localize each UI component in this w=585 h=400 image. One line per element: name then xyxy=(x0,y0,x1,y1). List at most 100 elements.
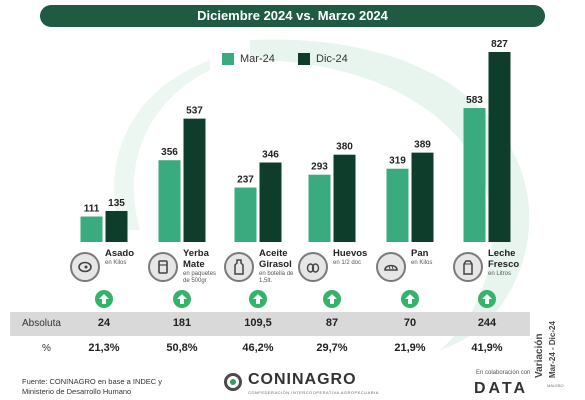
data-label: 346 xyxy=(262,150,279,161)
percent-row-label: % xyxy=(42,343,51,354)
category-unit-line: en paquetes xyxy=(183,271,217,277)
category-unit: en Kilos xyxy=(105,260,126,267)
absolute-row-label: Absoluta xyxy=(22,318,61,329)
category-name: Pan xyxy=(411,248,428,259)
data-label: 389 xyxy=(414,140,431,151)
data-label: 319 xyxy=(389,156,406,167)
category-unit-line: de 500gr xyxy=(183,278,207,284)
category-unit-line: 1,5lt. xyxy=(259,278,273,284)
coninagro-logo: CONINAGRO xyxy=(248,371,357,388)
legend-item-mar24: Mar-24 xyxy=(222,52,275,66)
data-label: 111 xyxy=(84,203,100,214)
coninagro-logo-subtitle: CONFEDERACIÓN INTERCOOPERATIVA AGROPECUA… xyxy=(248,390,379,395)
up-arrow-icon xyxy=(401,290,419,308)
data-label: 135 xyxy=(108,198,125,209)
bar-aceite-girasol-mar24 xyxy=(234,187,257,242)
percent-variation-value: 29,7% xyxy=(316,342,348,354)
side-label-line2: Mar-24 - Dic-24 xyxy=(548,321,557,378)
source-line-1: Fuente: CONINAGRO en base a INDEC y xyxy=(22,377,163,386)
category-name: Huevos xyxy=(333,248,367,259)
up-arrow-icon xyxy=(249,290,267,308)
category-name: Leche Fresco xyxy=(488,248,519,270)
legend-item-dic24: Dic-24 xyxy=(298,52,348,66)
bar-huevos-mar24 xyxy=(308,174,331,242)
bar-pan-mar24 xyxy=(386,168,409,242)
category-name-line: Mate xyxy=(183,259,205,270)
bar-pan-dic24 xyxy=(411,152,434,242)
data-label: 827 xyxy=(491,39,508,50)
data-label: 293 xyxy=(311,162,328,173)
category-name: Yerba Mate xyxy=(183,248,209,270)
percent-variation-value: 21,3% xyxy=(88,342,120,354)
category-unit: en 1/2 doc xyxy=(333,260,361,267)
category-unit-line: en Litros xyxy=(488,271,512,277)
absolute-variation-value: 244 xyxy=(477,317,497,329)
chart-title: Diciembre 2024 vs. Marzo 2024 xyxy=(40,5,545,27)
percent-variation-value: 46,2% xyxy=(242,342,274,354)
source-line-2: Ministerio de Desarrollo Humano xyxy=(22,387,132,396)
up-arrow-icon xyxy=(478,290,496,308)
category-name-line: Aceite xyxy=(259,248,288,259)
variation-side-label: Variación Mar-24 - Dic-24 xyxy=(534,321,557,378)
data-logo: DATA xyxy=(474,380,529,397)
bar-chart: 111 135 356 537 237 346 293 380 319 389 583 827 xyxy=(80,39,511,242)
category-unit-line: en Kilos xyxy=(105,260,127,266)
up-arrow-icon xyxy=(323,290,341,308)
category-unit: en botella de 1,5lt. xyxy=(259,271,293,285)
absolute-variation-band xyxy=(10,312,530,336)
bar-yerba-mate-dic24 xyxy=(183,118,206,242)
bar-leche-fresco-dic24 xyxy=(488,52,511,242)
data-label: 237 xyxy=(237,175,254,186)
bar-huevos-dic24 xyxy=(333,154,356,242)
legend-label-dic24: Dic-24 xyxy=(316,53,348,65)
category-unit: en Kilos xyxy=(411,260,432,267)
category-unit: en paquetes de 500gr xyxy=(183,271,216,285)
oil-bottle-icon xyxy=(224,252,254,282)
legend-label-mar24: Mar-24 xyxy=(240,53,275,65)
eggs-icon xyxy=(298,252,328,282)
up-arrow-icon xyxy=(95,290,113,308)
category-name-line: Yerba xyxy=(183,248,209,259)
side-label-line1: Variación xyxy=(534,334,545,378)
yerba-mate-package-icon xyxy=(148,252,178,282)
category-name-line: Fresco xyxy=(488,259,520,270)
meat-icon xyxy=(70,252,100,282)
absolute-variation-value: 70 xyxy=(403,317,417,329)
category-unit-line: en Kilos xyxy=(411,260,433,266)
source-note: Fuente: CONINAGRO en base a INDEC y Mini… xyxy=(22,377,162,397)
coninagro-logo-icon xyxy=(224,373,242,391)
category-unit: en Litros xyxy=(488,271,511,278)
data-label: 380 xyxy=(336,142,353,153)
category-name-line: Huevos xyxy=(333,248,368,259)
milk-carton-icon xyxy=(453,252,483,282)
absolute-variation-value: 24 xyxy=(97,317,111,329)
percent-variation-value: 41,9% xyxy=(471,342,503,354)
category-name: Asado xyxy=(105,248,134,259)
up-arrow-icon xyxy=(173,290,191,308)
data-label: 537 xyxy=(186,106,203,117)
data-logo-subtitle: MALEBO xyxy=(547,383,564,388)
bar-asado-mar24 xyxy=(80,216,103,242)
bar-asado-dic24 xyxy=(105,210,128,242)
bar-aceite-girasol-dic24 xyxy=(259,162,282,242)
legend-swatch-mar24 xyxy=(222,53,234,65)
percent-variation-value: 50,8% xyxy=(166,342,198,354)
category-name-line: Pan xyxy=(411,248,429,259)
absolute-variation-value: 109,5 xyxy=(244,317,272,329)
data-label: 583 xyxy=(466,95,483,106)
category-unit-line: en botella de xyxy=(259,271,294,277)
category-name-line: Girasol xyxy=(259,259,292,270)
category-name-line: Leche xyxy=(488,248,516,259)
percent-variation-value: 21,9% xyxy=(394,342,426,354)
collaboration-note: En colaboración con xyxy=(476,370,531,376)
category-unit-line: en 1/2 doc xyxy=(333,260,362,266)
category-name: Aceite Girasol xyxy=(259,248,292,270)
legend-swatch-dic24 xyxy=(298,53,310,65)
absolute-variation-value: 87 xyxy=(325,317,339,329)
data-label: 356 xyxy=(161,147,178,158)
bread-icon xyxy=(376,252,406,282)
bar-leche-fresco-mar24 xyxy=(463,108,486,242)
coninagro-logo-dot xyxy=(230,379,236,385)
category-name-line: Asado xyxy=(105,248,135,259)
bar-yerba-mate-mar24 xyxy=(158,160,181,242)
